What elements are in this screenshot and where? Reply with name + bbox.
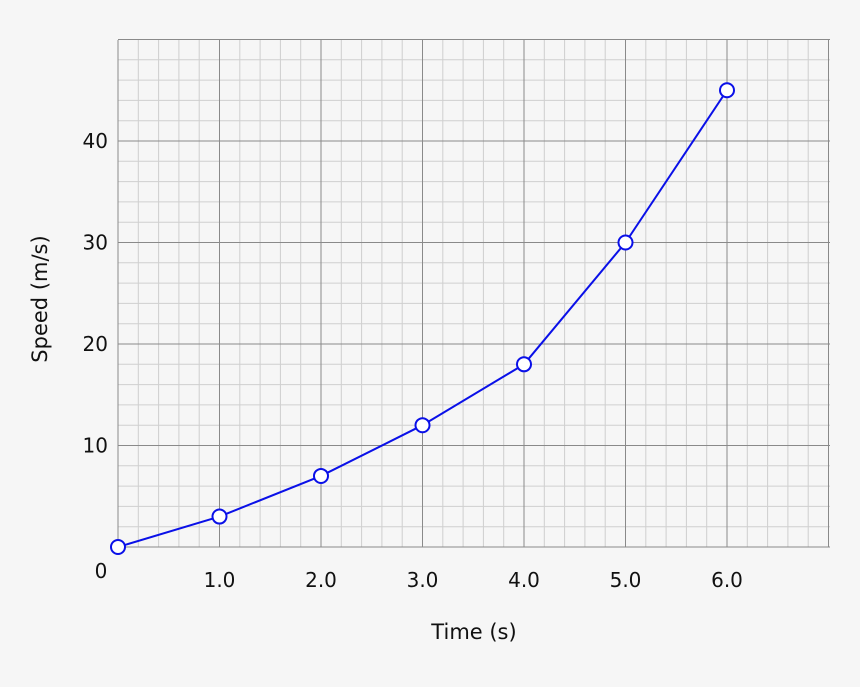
y-tick-label: 30	[83, 231, 108, 255]
x-tick-label: 4.0	[508, 568, 540, 592]
origin-tick-label: 0	[95, 559, 108, 583]
x-tick-label: 3.0	[407, 568, 439, 592]
data-point-marker	[617, 234, 634, 251]
y-tick-label: 20	[83, 332, 108, 356]
data-point-marker	[516, 356, 532, 373]
tick-labels: 1.0 2.0 3.0 4.0 5.0 6.0 10 20 30 40	[83, 129, 743, 592]
data-point-marker	[211, 508, 228, 525]
major-grid	[117, 39, 830, 548]
data-point-marker	[313, 467, 329, 484]
data-series	[110, 82, 735, 555]
x-tick-label: 1.0	[204, 568, 236, 592]
x-tick-label: 2.0	[305, 568, 337, 592]
x-tick-label: 5.0	[610, 568, 642, 592]
data-point-marker	[719, 82, 735, 99]
x-tick-label: 6.0	[711, 568, 743, 592]
data-point-marker	[414, 417, 431, 434]
x-axis-title: Time (s)	[430, 620, 516, 644]
y-tick-label: 10	[83, 434, 108, 458]
y-tick-label: 40	[83, 129, 108, 153]
y-axis-title: Speed (m/s)	[28, 235, 52, 362]
minor-grid	[118, 40, 830, 547]
data-point-marker	[110, 539, 126, 555]
